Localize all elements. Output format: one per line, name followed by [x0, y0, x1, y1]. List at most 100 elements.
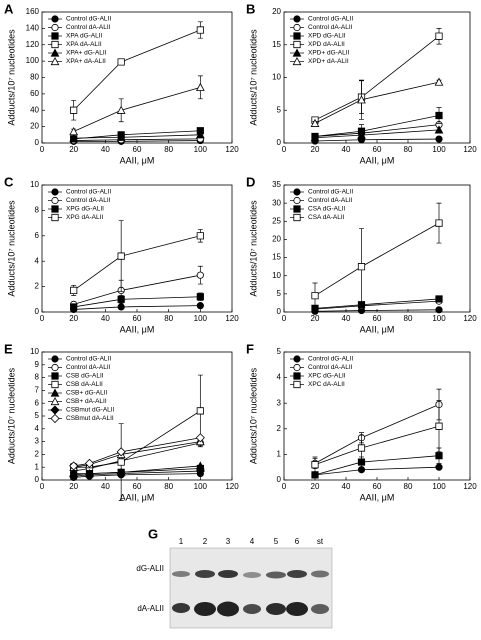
- legend-label: Control dA-ALII: [308, 364, 353, 371]
- series-line: [73, 296, 201, 308]
- y-tick-label: 10: [272, 73, 281, 82]
- panel-label: A: [4, 1, 14, 16]
- legend-marker: [50, 413, 60, 424]
- legend-label: Control dG-ALII: [66, 16, 111, 23]
- panel-label: G: [148, 526, 158, 541]
- data-point: [69, 461, 79, 471]
- legend-marker: [50, 56, 60, 66]
- legend-marker: [293, 32, 301, 40]
- data-point: [357, 263, 366, 271]
- data-point: [69, 126, 79, 136]
- y-tick-label: 8: [35, 206, 40, 215]
- y-tick-label: 6: [35, 231, 40, 240]
- y-tick-label: 6: [35, 398, 40, 407]
- legend-label: CSB+ dA-ALII: [66, 398, 107, 405]
- x-tick-label: 40: [101, 482, 110, 491]
- y-tick-label: 20: [30, 122, 39, 131]
- data-point: [116, 105, 126, 114]
- series-line: [73, 437, 201, 467]
- legend-marker: [51, 213, 59, 222]
- series-line: [73, 86, 201, 132]
- data-point: [435, 452, 443, 460]
- y-tick-label: 1: [35, 462, 40, 471]
- x-tick-label: 80: [164, 314, 173, 323]
- y-tick-label: 0: [277, 475, 282, 484]
- legend-marker: [51, 32, 59, 40]
- y-tick-label: 2: [35, 282, 40, 291]
- data-point: [116, 469, 126, 479]
- x-tick-label: 100: [432, 145, 446, 154]
- panel-label: D: [246, 174, 255, 189]
- legend-marker: [51, 205, 59, 213]
- legend-label: Control dA-ALII: [66, 364, 111, 371]
- data-point: [357, 444, 366, 452]
- data-point: [70, 286, 78, 295]
- series-line: [73, 134, 201, 139]
- y-axis-label: Adducts/10⁷ nucleotides: [6, 367, 16, 464]
- y-tick-label: 0: [35, 475, 40, 484]
- x-tick-label: 40: [101, 145, 110, 154]
- legend-label: CSB dA-ALII: [66, 381, 103, 388]
- y-tick-label: 40: [30, 105, 39, 114]
- x-axis-label: AAII, μM: [360, 324, 395, 334]
- x-tick-label: 100: [432, 482, 446, 491]
- gel-panel: G: [148, 526, 333, 629]
- y-tick-label: 0: [277, 307, 282, 316]
- legend-label: XPA+ dA-ALII: [66, 58, 106, 65]
- y-axis-label: Adducts/10⁷ nucleotides: [248, 367, 258, 464]
- data-point: [196, 407, 204, 415]
- legend-label: CSA dA-ALII: [308, 214, 345, 221]
- x-tick-label: 100: [194, 482, 208, 491]
- legend-marker: [51, 15, 59, 23]
- x-tick-label: 60: [373, 314, 382, 323]
- y-tick-label: 0: [35, 307, 40, 316]
- y-tick-label: 7: [35, 386, 40, 395]
- y-tick-label: 5: [35, 411, 40, 420]
- x-tick-label: 20: [311, 482, 320, 491]
- panel: A 0 20 40 60 80 100 120 0 20 40 60 80 100 120 140 160 AAI…: [4, 1, 239, 165]
- x-tick-label: 20: [69, 314, 78, 323]
- x-tick-label: 100: [432, 314, 446, 323]
- data-point: [195, 82, 205, 91]
- y-tick-label: 15: [272, 253, 281, 262]
- data-point: [116, 132, 126, 141]
- legend-marker: [50, 48, 60, 57]
- data-point: [196, 293, 204, 301]
- data-point: [195, 130, 205, 139]
- y-tick-label: 8: [35, 373, 40, 382]
- data-point: [116, 447, 126, 457]
- series-line: [73, 410, 201, 468]
- legend-label: CSBmut dG-ALII: [66, 407, 115, 414]
- data-point: [117, 252, 125, 260]
- legend-label: CSA dG-ALII: [308, 206, 345, 213]
- x-axis-label: AAII, μM: [360, 492, 395, 502]
- y-tick-label: 100: [26, 56, 40, 65]
- x-tick-label: 120: [225, 482, 239, 491]
- y-tick-label: 1: [277, 450, 282, 459]
- series-line: [73, 465, 201, 474]
- y-axis-label: Adducts/10⁷ nucleotides: [6, 29, 16, 126]
- legend-label: XPA+ dG-ALII: [66, 50, 107, 57]
- x-axis-label: AAII, μM: [120, 155, 155, 165]
- legend-label: XPG dG-ALII: [66, 206, 104, 213]
- data-point: [357, 95, 366, 104]
- data-point: [117, 58, 125, 66]
- legend-marker: [50, 388, 60, 397]
- legend-label: Control dA-ALII: [308, 24, 353, 31]
- series-line: [314, 222, 440, 297]
- x-tick-label: 100: [194, 145, 208, 154]
- data-point: [310, 118, 320, 127]
- legend-label: Control dG-ALII: [308, 189, 353, 196]
- data-point: [435, 306, 443, 314]
- legend-label: Control dG-ALII: [66, 189, 111, 196]
- legend-label: XPD dA-ALII: [308, 41, 345, 48]
- legend-marker: [51, 23, 59, 32]
- legend-marker: [293, 380, 301, 389]
- y-tick-label: 9: [35, 360, 40, 369]
- x-tick-label: 80: [164, 145, 173, 154]
- y-tick-label: 4: [35, 256, 40, 265]
- legend-label: CSB dG-ALII: [66, 373, 104, 380]
- panel-label: F: [246, 341, 254, 356]
- x-axis-label: AAII, μM: [120, 324, 155, 334]
- legend-marker: [292, 56, 302, 66]
